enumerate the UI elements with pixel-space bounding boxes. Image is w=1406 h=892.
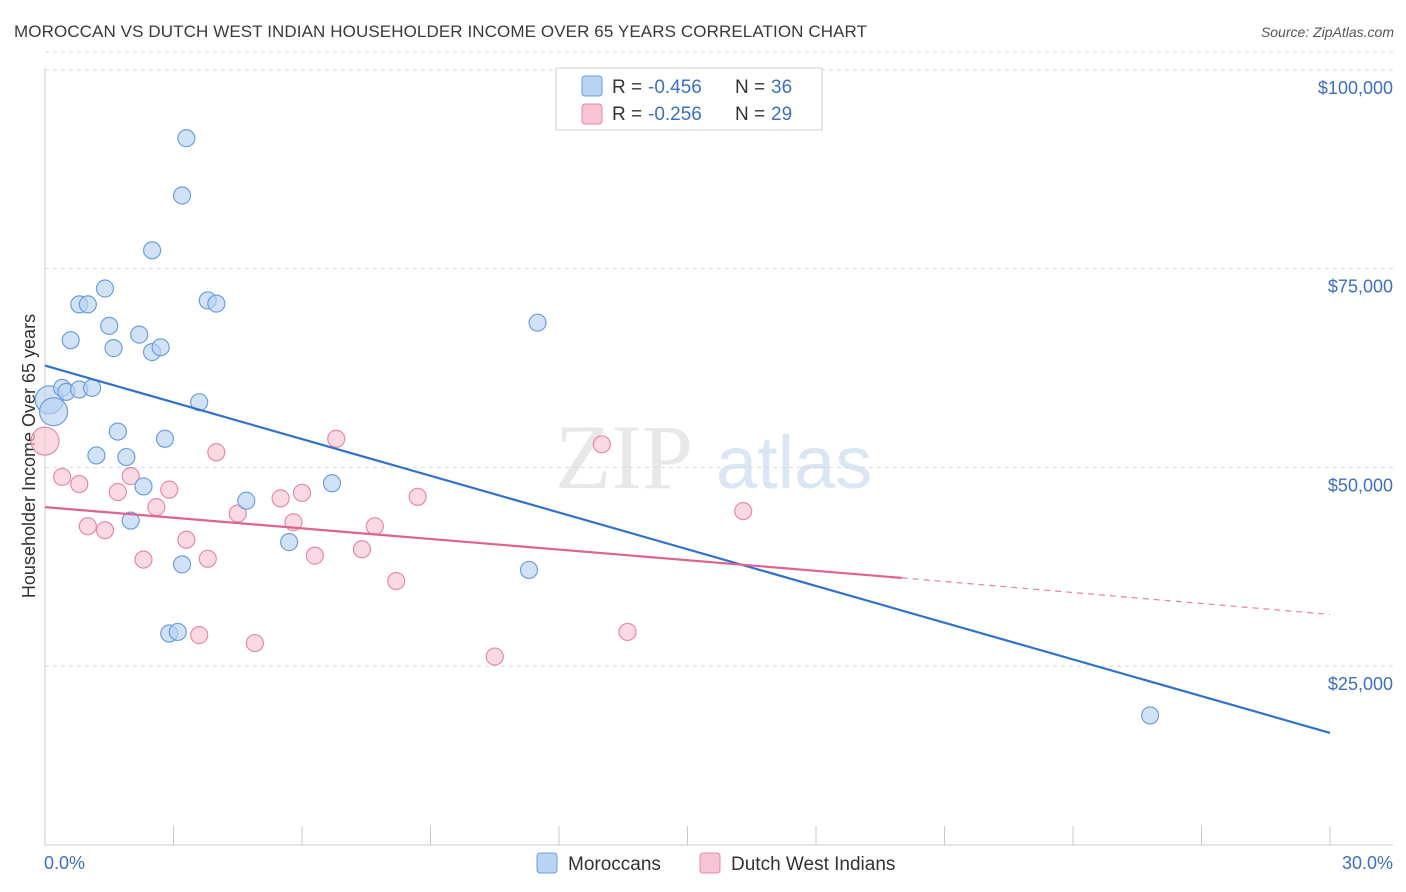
moroccans-point [117,447,136,467]
legend-r-label-1: R = [612,77,642,98]
dutch-west-indians-point [408,487,427,506]
moroccans-point [38,397,69,427]
moroccans-point [207,294,226,313]
legend-n-value-1: 36 [771,77,792,98]
y-tick-label: $75,000 [1328,277,1393,297]
dutch-west-indians-point [618,622,637,642]
moroccans-point [177,129,196,148]
y-axis-label: Householder Income Over 65 years [19,314,39,598]
legend-n-value-2: 29 [771,104,792,125]
dutch-west-indians-point [207,443,226,462]
x-axis-ticks [44,826,1331,845]
legend-n-label-2: N = [735,104,765,125]
moroccans-point [322,474,342,493]
dutch-west-indians-point [134,550,153,569]
moroccans-trendline [44,364,1331,734]
moroccans-point [104,339,123,358]
dutch-west-indians-trendline [44,506,902,579]
dutch-west-indians-point [365,517,384,536]
series-legend: Moroccans Dutch West Indians [536,852,895,875]
dutch-west-indians-point [352,540,372,559]
source-credit: Source: ZipAtlas.com [1260,24,1394,40]
y-tick-label: $100,000 [1318,78,1393,98]
moroccans-point [1140,706,1160,725]
moroccans-point [155,429,175,448]
dutch-west-indians-point [30,426,60,456]
legend-r-label-2: R = [612,104,642,125]
moroccans-point [87,446,106,465]
dutch-west-indians-point [121,467,140,486]
dutch-west-indians-point [245,633,264,653]
moroccans-point [100,316,119,335]
dutch-west-indians-point [78,517,97,536]
moroccans-point [151,338,170,357]
series-legend-moroccans: Moroccans [568,854,661,875]
moroccans-point [280,533,299,552]
dutch-west-indians-point [160,480,179,499]
dutch-west-indians-point [592,435,611,454]
dutch-west-indians-point [177,530,196,549]
watermark-zip: ZIP [555,406,693,508]
dutch-west-indians-point [95,521,115,540]
moroccans-point [142,241,162,260]
dutch-west-indians-points [30,426,753,666]
dutch-west-indians-point [108,482,127,502]
moroccans-point [78,295,97,314]
moroccans-point [95,279,115,298]
moroccans-point [237,491,256,510]
dutch-west-indians-point [327,429,346,448]
series-legend-dutch-west-indians: Dutch West Indians [731,854,895,875]
axes [44,68,1393,846]
y-tick-label: $25,000 [1328,674,1393,694]
moroccans-point [519,560,539,580]
moroccans-point [121,511,140,530]
series-legend-swatch-moroccans [536,852,558,874]
dutch-west-indians-point [53,467,72,487]
dutch-west-indians-point [147,498,166,517]
dutch-west-indians-point [292,483,312,502]
correlation-legend: R = -0.456 N = 36 R = -0.256 N = 29 [555,67,823,131]
legend-swatch-moroccans [581,75,603,97]
moroccans-point [528,313,547,332]
moroccans-point [172,555,192,574]
dutch-west-indians-point [485,647,504,666]
dutch-west-indians-trendline-extension [901,577,1331,616]
moroccans-points [34,129,1160,725]
moroccans-point [130,325,149,344]
chart-title: MOROCCAN VS DUTCH WEST INDIAN HOUSEHOLDE… [14,22,868,41]
x-tick-label-max: 30.0% [1342,853,1393,873]
y-axis-tick-labels: $25,000 $50,000 $75,000 $100,000 [1318,78,1393,694]
dutch-west-indians-point [190,626,209,645]
legend-swatch-dutch-west-indians [581,103,603,125]
dutch-west-indians-point [734,502,753,521]
legend-r-value-1: -0.456 [648,77,702,98]
moroccans-point [61,331,80,350]
moroccans-point [134,477,153,496]
dutch-west-indians-point [271,489,290,508]
moroccans-point [108,422,127,441]
y-tick-label: $50,000 [1328,475,1393,495]
dutch-west-indians-point [198,549,217,568]
dutch-west-indians-point [387,571,406,591]
moroccans-point [172,186,192,205]
grid-lines [45,51,1393,667]
legend-n-label-1: N = [735,77,765,98]
dutch-west-indians-point [70,474,89,494]
series-legend-swatch-dutch-west-indians [699,852,721,874]
watermark-atlas: atlas [716,421,872,504]
legend-r-value-2: -0.256 [648,104,702,125]
x-tick-label-min: 0.0% [44,853,85,873]
trend-lines [44,364,1331,734]
moroccans-point [168,622,187,642]
dutch-west-indians-point [305,546,324,565]
